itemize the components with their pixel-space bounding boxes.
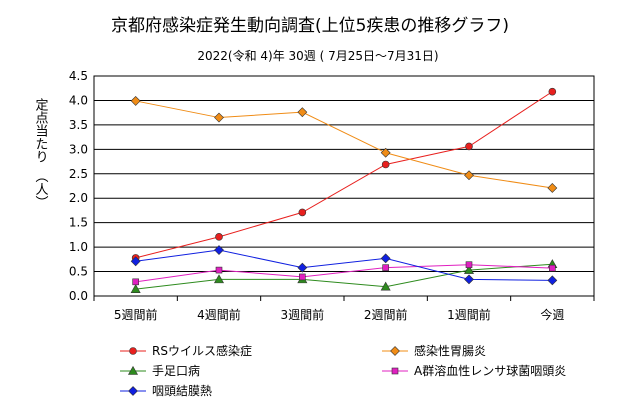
legend-marker — [129, 347, 137, 355]
series-4 — [132, 261, 556, 286]
data-point — [381, 160, 390, 169]
data-point — [382, 264, 389, 271]
series-3 — [130, 259, 558, 293]
data-point — [547, 275, 558, 286]
series-line — [135, 249, 553, 281]
x-tick-label: 1週間前 — [447, 307, 491, 322]
data-point — [380, 281, 391, 291]
y-axis-label: 定点当たり （人） — [33, 98, 49, 209]
x-tick-label: 4週間前 — [197, 307, 241, 322]
y-axis-ticks: 0.0 0.5 1.0 1.5 2.0 2.5 3.0 3.5 4.0 4.5 — [69, 69, 88, 303]
x-axis-ticks: 5週間前 4週間前 3週間前 2週間前 1週間前 今週 — [93, 296, 595, 322]
data-point — [215, 266, 223, 274]
data-point — [213, 274, 225, 284]
data-point — [547, 183, 558, 193]
series-line — [135, 263, 553, 290]
legend-label: RSウイルス感染症 — [152, 343, 252, 358]
data-point — [215, 233, 223, 241]
legend-item: 手足口病 — [120, 363, 200, 378]
legend-marker — [127, 365, 139, 375]
y-tick-label: 3.0 — [69, 142, 88, 156]
legend-label: 感染性胃腸炎 — [414, 343, 486, 358]
data-point — [130, 96, 141, 106]
data-point — [297, 262, 308, 273]
series-line — [135, 264, 553, 283]
legend-item: RSウイルス感染症 — [120, 343, 252, 358]
data-point — [380, 253, 391, 264]
chart-subtitle: 2022(令和 4)年 30週 ( 7月25日～7月31日) — [197, 48, 438, 63]
series-line — [135, 100, 553, 189]
legend-marker — [128, 386, 138, 396]
x-tick-label: 5週間前 — [114, 307, 158, 322]
data-point — [214, 112, 224, 123]
y-tick-label: 4.5 — [69, 69, 88, 83]
y-tick-label: 0.5 — [69, 265, 88, 279]
x-tick-label: 2週間前 — [364, 307, 408, 322]
y-tick-label: 0.0 — [69, 289, 88, 303]
data-point — [463, 264, 475, 274]
series-layer — [130, 87, 558, 293]
y-tick-label: 2.5 — [69, 167, 88, 181]
data-point — [214, 245, 224, 255]
data-point — [464, 170, 474, 181]
legend-label: 咽頭結膜熱 — [152, 384, 212, 398]
legend-marker — [391, 367, 399, 375]
data-point — [549, 264, 556, 272]
x-tick-label: 3週間前 — [281, 307, 325, 322]
data-point — [380, 147, 391, 158]
legend-marker — [390, 346, 400, 356]
legend-label: A群溶血性レンサ球菌咽頭炎 — [414, 363, 566, 378]
legend-label: 手足口病 — [152, 363, 200, 378]
data-point — [130, 284, 141, 293]
data-point — [465, 142, 473, 151]
x-tick-label: 今週 — [540, 307, 564, 322]
chart-title: 京都府感染症発生動向調査(上位5疾患の推移グラフ) — [111, 16, 509, 36]
y-tick-label: 1.5 — [69, 216, 88, 230]
y-tick-label: 3.5 — [69, 118, 88, 132]
data-point — [130, 256, 141, 267]
legend-item: A群溶血性レンサ球菌咽頭炎 — [382, 363, 566, 378]
data-point — [464, 274, 474, 285]
series-2 — [130, 96, 558, 193]
data-point — [299, 273, 306, 281]
data-point — [132, 278, 139, 286]
data-point — [548, 87, 557, 96]
series-1 — [131, 87, 557, 262]
legend-item: 感染性胃腸炎 — [382, 343, 486, 358]
data-point — [297, 107, 308, 118]
y-tick-label: 4.0 — [69, 93, 88, 107]
series-line — [135, 91, 553, 259]
data-point — [298, 208, 307, 217]
legend-item: 咽頭結膜熱 — [120, 384, 212, 398]
y-tick-label: 2.0 — [69, 191, 88, 205]
y-tick-label: 1.0 — [69, 240, 88, 254]
data-point — [465, 261, 473, 269]
series-5 — [130, 245, 558, 286]
